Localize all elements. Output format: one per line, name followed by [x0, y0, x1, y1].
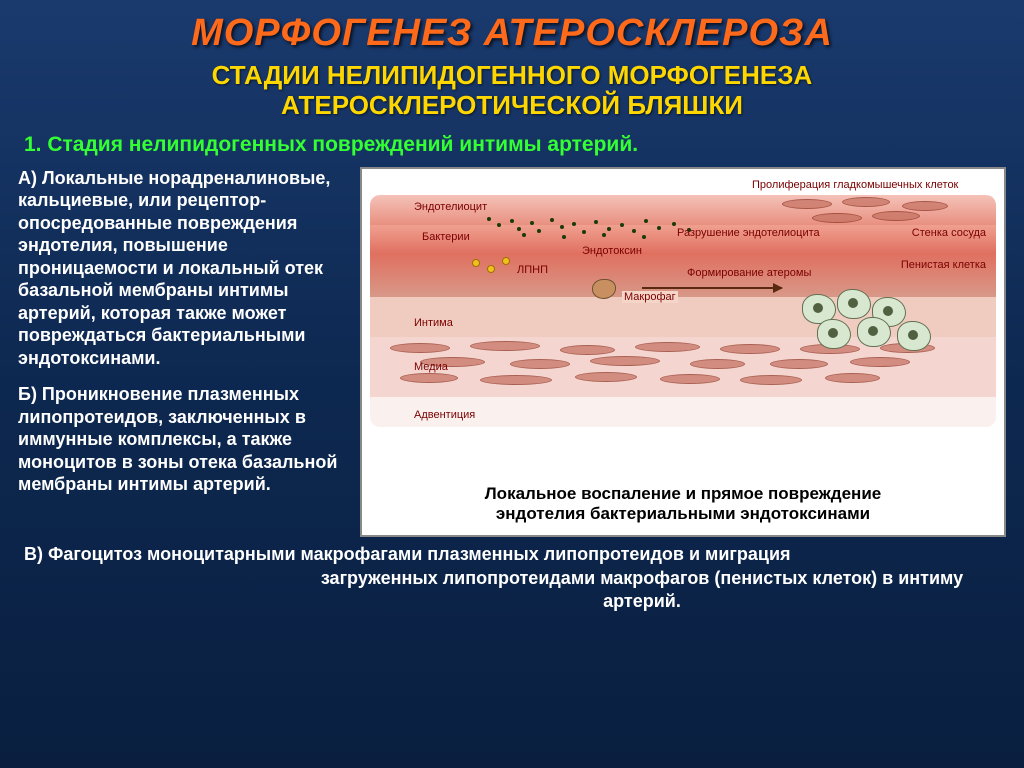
- content-row: А) Локальные норадреналиновые, кальциевы…: [0, 167, 1024, 537]
- caption-line2: эндотелия бактериальными эндотоксинами: [496, 504, 870, 523]
- stage-title: 1. Стадия нелипидогенных повреждений инт…: [0, 129, 1024, 167]
- foam-cell: [837, 289, 871, 319]
- diagram: Пролиферация гладкомышечных клеток Эндот…: [360, 167, 1006, 537]
- label-lpnp: ЛПНП: [517, 264, 548, 276]
- label-adventitia: Адвентиция: [414, 409, 475, 421]
- label-media: Медиа: [414, 361, 448, 373]
- label-atheroma: Формирование атеромы: [687, 267, 811, 279]
- label-bacteria: Бактерии: [422, 231, 470, 243]
- sub-title: СТАДИИ НЕЛИПИДОГЕННОГО МОРФОГЕНЕЗА АТЕРО…: [0, 61, 1024, 129]
- bacteria-dots: [482, 215, 702, 239]
- arrow-atheroma: [642, 287, 782, 289]
- label-destruction: Разрушение эндотелиоцита: [677, 227, 820, 239]
- label-endotheliocyte: Эндотелиоцит: [414, 201, 487, 213]
- lpnp-particle: [487, 265, 495, 273]
- main-title: МОРФОГЕНЕЗ АТЕРОСКЛЕРОЗА: [0, 0, 1024, 61]
- caption-line1: Локальное воспаление и прямое повреждени…: [485, 484, 881, 503]
- label-macrophage: Макрофаг: [622, 291, 678, 303]
- label-wall: Стенка сосуда: [912, 227, 986, 239]
- lpnp-particle: [502, 257, 510, 265]
- label-intima: Интима: [414, 317, 453, 329]
- paragraph-b: Б) Проникновение плазменных липопротеидо…: [18, 383, 348, 496]
- text-column: А) Локальные норадреналиновые, кальциевы…: [18, 167, 348, 537]
- diagram-caption: Локальное воспаление и прямое повреждени…: [362, 484, 1004, 525]
- macrophage-cell: [592, 279, 616, 299]
- sub-title-line2: АТЕРОСКЛЕРОТИЧЕСКОЙ БЛЯШКИ: [281, 90, 743, 120]
- label-foam: Пенистая клетка: [901, 259, 986, 271]
- foam-cell: [897, 321, 931, 351]
- foam-cell: [857, 317, 891, 347]
- paragraph-a: А) Локальные норадреналиновые, кальциевы…: [18, 167, 348, 370]
- lpnp-particle: [472, 259, 480, 267]
- label-proliferation: Пролиферация гладкомышечных клеток: [752, 179, 958, 191]
- sub-title-line1: СТАДИИ НЕЛИПИДОГЕННОГО МОРФОГЕНЕЗА: [212, 60, 813, 90]
- paragraph-c: В) Фагоцитоз моноцитарными макрофагами п…: [0, 537, 1024, 566]
- label-endotoxin: Эндотоксин: [582, 245, 642, 257]
- paragraph-c-continuation: загруженных липопротеидами макрофагов (п…: [0, 565, 1024, 612]
- foam-cell: [817, 319, 851, 349]
